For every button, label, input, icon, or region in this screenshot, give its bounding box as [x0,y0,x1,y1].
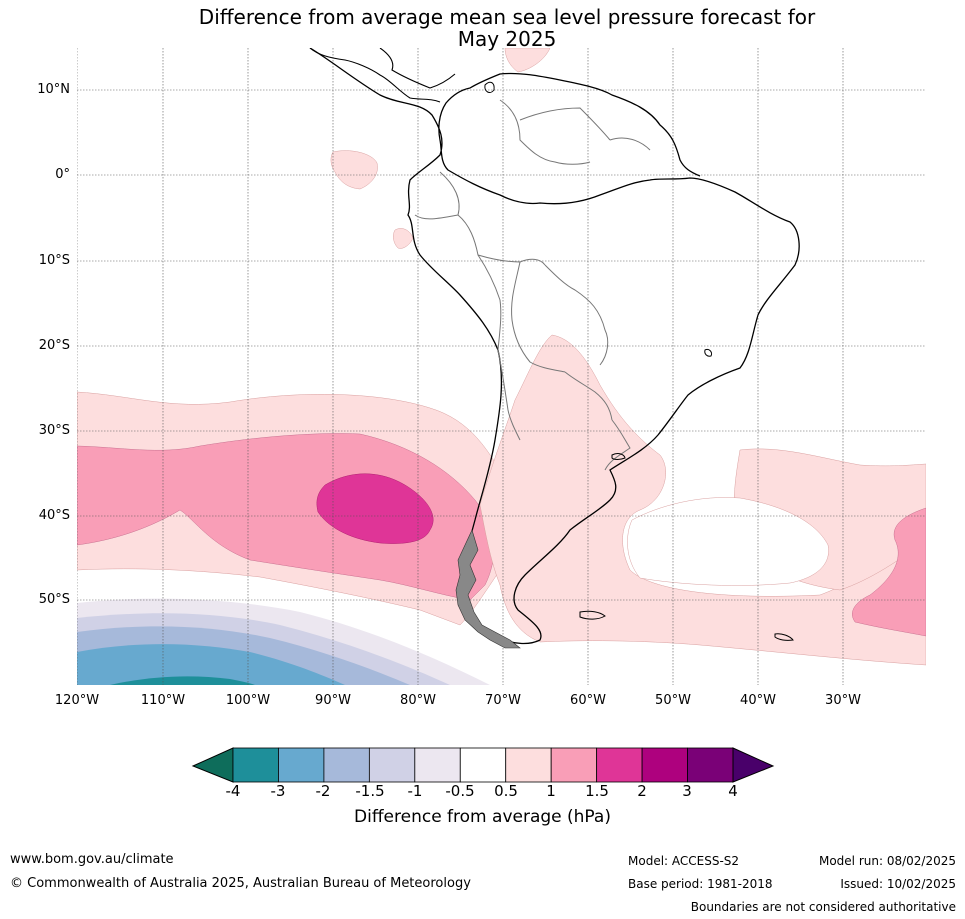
colorbar-cell [232,747,279,783]
colorbar-cells [232,747,734,783]
lat-label-10s: 10°S [38,253,70,268]
map-title-line-2: May 2025 [457,27,557,51]
lat-label-50s: 50°S [38,592,70,607]
colorbar-cell [641,747,688,783]
lon-label-30w: 30°W [825,693,861,708]
lon-label-40w: 40°W [740,693,776,708]
boundary-disclaimer: Boundaries are not considered authoritat… [690,900,956,914]
copyright-notice: © Commonwealth of Australia 2025, Austra… [10,876,471,891]
pressure-band-atlantic-1-1.5 [852,507,926,637]
colorbar-cell [550,747,598,783]
colorbar-tick-label: 0.5 [494,782,518,800]
colorbar-tick-label: -3 [270,782,286,800]
central-america-coastline [309,48,441,103]
colorbar-tick-label: 3 [682,782,692,800]
colorbar-cell [687,747,734,783]
colorbar-cell [596,747,643,783]
chile-fjords [455,529,521,649]
colorbar-title: Difference from average (hPa) [354,807,611,827]
pressure-anomaly-field [77,48,926,685]
colorbar-tick-label: 1.5 [585,782,609,800]
colorbar-tick-label: -1.5 [355,782,385,800]
pressure-patch-equator [330,150,378,190]
pressure-band-1-1.5 [77,433,494,601]
colorbar-cell [505,747,552,783]
colorbar-cell [323,747,370,783]
colorbar [191,747,775,783]
base-period: Base period: 1981-2018 [628,877,773,891]
pressure-band-1.5-2 [316,473,434,544]
colorbar-tick-label: -4 [225,782,241,800]
map-title-line-1: Difference from average mean sea level p… [198,5,816,29]
colorbar-cell [414,747,461,783]
lon-label-90w: 90°W [315,693,351,708]
colorbar-over-arrow [732,747,775,783]
colorbar-tick-label: 1 [546,782,556,800]
colorbar-tick-label: -0.5 [445,782,475,800]
colorbar-cell [459,747,507,783]
colorbar-under-arrow [191,747,234,783]
pressure-band-neg-2 [77,644,345,685]
pressure-patch-north [504,48,551,73]
source-url: www.bom.gov.au/climate [10,852,174,867]
lon-label-110w: 110°W [140,693,186,708]
colorbar-cell [278,747,325,783]
lat-label-0: 0° [55,167,70,182]
colorbar-cell [368,747,416,783]
model-run-date: Model run: 08/02/2025 [818,854,956,868]
graticule [77,48,926,685]
lon-label-100w: 100°W [225,693,271,708]
central-america-north-coast [379,48,456,89]
pressure-patch-peru [393,228,414,249]
colorbar-tick-label: 4 [728,782,738,800]
pressure-band-continent [479,334,926,666]
lon-label-50w: 50°W [655,693,691,708]
country-borders [414,99,651,471]
south-america-coastline [309,48,800,645]
lon-label-80w: 80°W [400,693,436,708]
lon-label-70w: 70°W [485,693,521,708]
atlantic-neutral-pocket [627,497,829,586]
lat-label-30s: 30°S [38,423,70,438]
lat-label-40s: 40°S [38,508,70,523]
colorbar-tick-label: -1 [407,782,423,800]
lat-label-10n: 10°N [37,82,70,97]
issued-date: Issued: 10/02/2025 [840,877,956,891]
pressure-band-neg-3 [110,676,255,685]
colorbar-tick-label: -2 [315,782,331,800]
colorbar-tick-label: 2 [637,782,647,800]
islands-lakes [484,81,794,641]
lat-label-20s: 20°S [38,338,70,353]
lon-label-60w: 60°W [570,693,606,708]
lon-label-120w: 120°W [54,693,100,708]
model-name: Model: ACCESS-S2 [628,854,740,868]
